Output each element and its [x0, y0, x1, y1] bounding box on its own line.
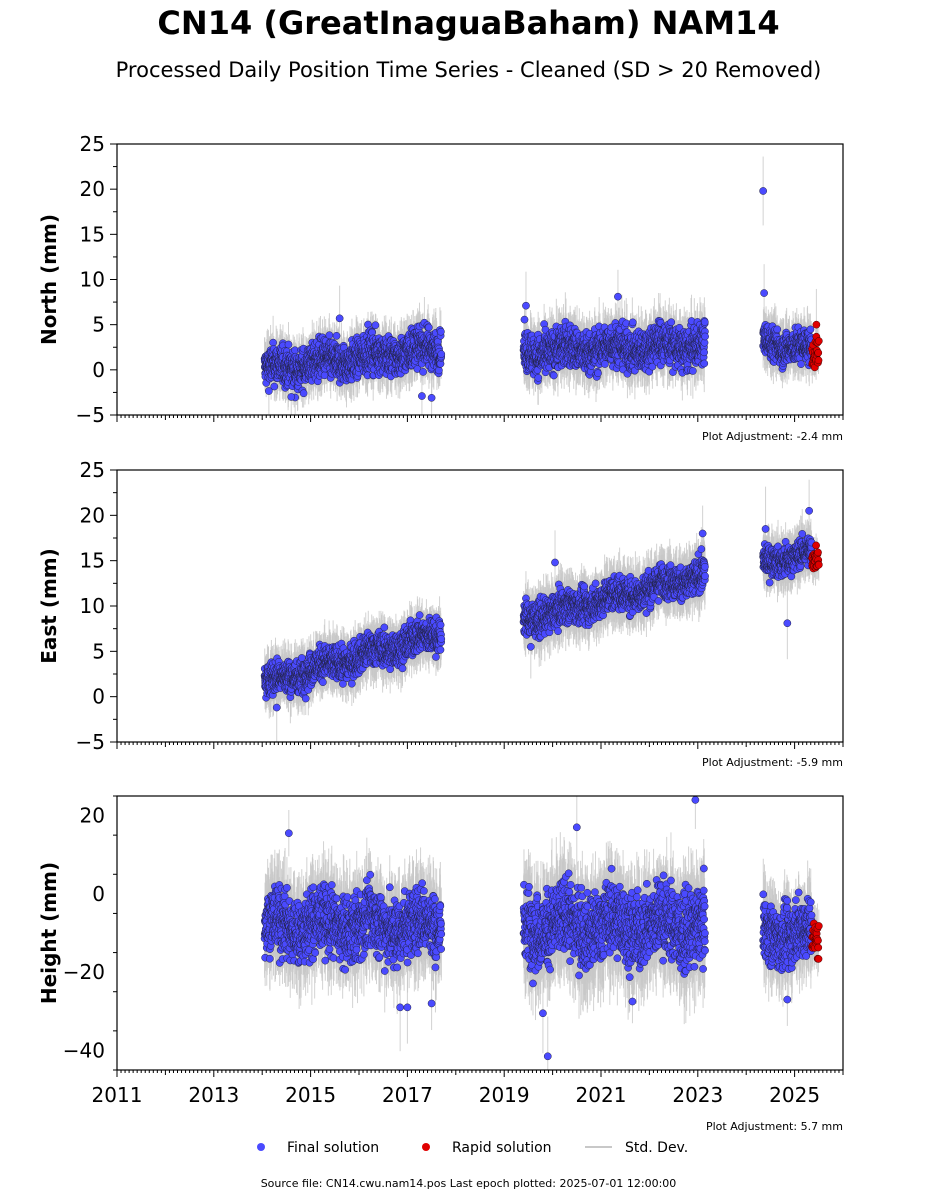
final-point — [332, 331, 341, 340]
final-point — [424, 323, 433, 332]
final-point — [284, 340, 293, 349]
final-point — [371, 321, 380, 330]
final-point — [269, 338, 277, 347]
final-point — [520, 315, 529, 324]
final-point — [299, 389, 308, 398]
final-point — [435, 366, 443, 375]
final-point — [549, 371, 558, 380]
final-point — [534, 373, 543, 382]
chart-subtitle: Processed Daily Position Time Series - C… — [115, 58, 822, 82]
final-point — [437, 350, 446, 358]
plot-area — [260, 156, 823, 415]
final-point — [419, 368, 427, 376]
final-point — [437, 327, 445, 336]
chart-title: CN14 (GreatInaguaBaham) NAM14 — [157, 4, 780, 42]
final-point — [265, 387, 273, 395]
final-point — [270, 382, 279, 391]
final-point — [325, 331, 334, 340]
